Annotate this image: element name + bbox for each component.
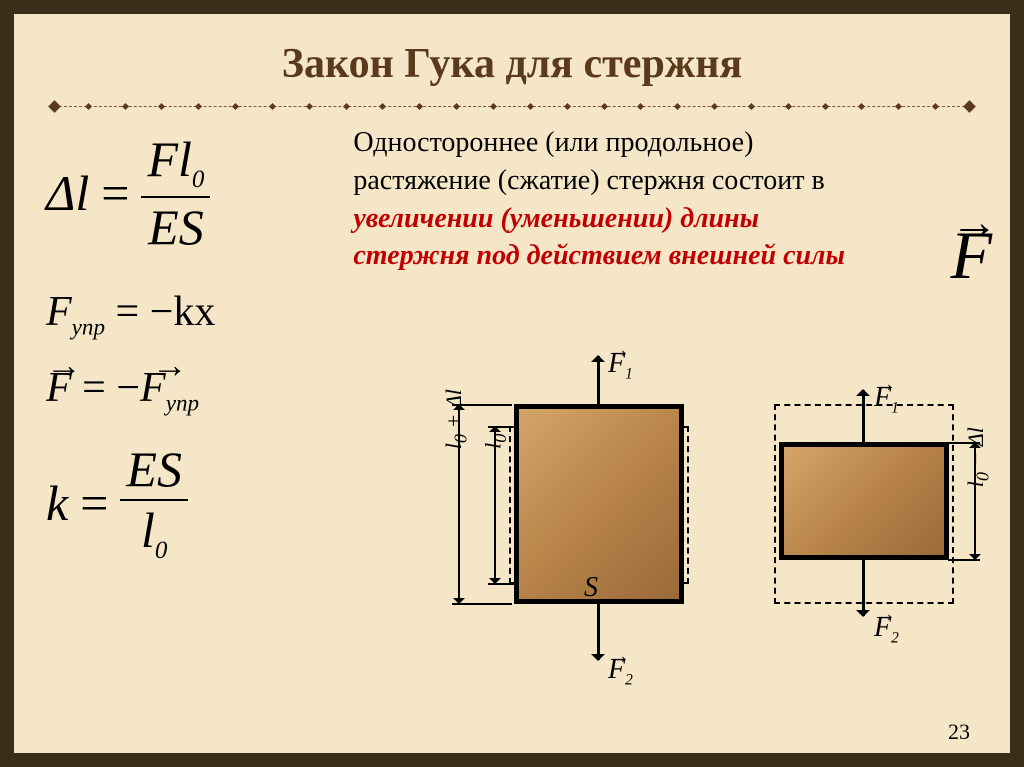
f1b-sub: 1 — [891, 400, 899, 417]
desc-l4: стержня под действием внешней силы — [353, 240, 845, 271]
dim-l0-plus-dl: l0 + Δl — [458, 404, 460, 604]
f1-num: Fl — [147, 131, 191, 187]
page-number: 23 — [948, 719, 970, 745]
f2-rhs: = −kx — [105, 289, 215, 335]
f3-lhs: F — [46, 365, 72, 411]
f4-den-sub: 0 — [155, 537, 168, 564]
dim-l0-minus-dl: l0 − Δl — [974, 442, 976, 560]
diagram: F1 F2 S l0 + Δl l0 F1 F2 l0 − Δ — [384, 344, 974, 704]
f1-sym: F — [608, 348, 625, 379]
f2-sub: 2 — [625, 672, 633, 689]
label-S: S — [584, 572, 598, 604]
formula-force-balance: F = −Fупр — [46, 365, 341, 416]
force-vector-F: F — [950, 216, 992, 295]
formulas-column: Δl = Fl0 ES Fупр = −kx F = −Fупр k = ES … — [38, 124, 341, 713]
label-f1-box1: F1 — [608, 348, 633, 384]
f3-mid: = − — [72, 365, 140, 411]
desc-l3: увеличении (уменьшении) длины — [353, 203, 759, 234]
formula-delta-l: Δl = Fl0 ES — [46, 132, 341, 255]
f1b-sym: F — [874, 382, 891, 413]
arrow-f2-box2 — [862, 560, 865, 616]
description-text: Одностороннее (или продольное) растяжени… — [353, 124, 986, 275]
dim-l0-box1: l0 — [494, 426, 496, 584]
box2-compressed — [779, 442, 949, 560]
f1-den: ES — [142, 198, 210, 255]
f2b-sub: 2 — [891, 630, 899, 647]
f2-F: F — [46, 289, 72, 335]
slide-title: Закон Гука для стержня — [14, 14, 1010, 106]
label-f1-box2: F1 — [874, 382, 899, 418]
formula-hooke: Fупр = −kx — [46, 289, 341, 340]
label-f2-box1: F2 — [608, 654, 633, 690]
desc-l1: Одностороннее (или продольное) — [353, 127, 753, 158]
f4-eq: = — [80, 476, 108, 531]
f2-sym: F — [608, 654, 625, 685]
f2b-sym: F — [874, 612, 891, 643]
f1-num-sub: 0 — [192, 166, 205, 193]
arrow-f1-box2 — [862, 390, 865, 442]
l0-sub: 0 — [490, 434, 510, 443]
f3-rhs: F — [140, 365, 166, 411]
desc-l2: растяжение (сжатие) стержня состоит в — [353, 165, 824, 196]
f2-sub: упр — [72, 313, 105, 339]
arrow-f1-box1 — [597, 356, 600, 404]
f4-num: ES — [120, 442, 188, 501]
box1-stretched — [514, 404, 684, 604]
f3-sub: упр — [166, 390, 199, 416]
l0-sym: l — [480, 443, 505, 449]
slide: Закон Гука для стержня Δl = Fl0 ES Fупр … — [0, 0, 1024, 767]
f1-sub: 1 — [625, 366, 633, 383]
divider-dots — [54, 104, 970, 108]
label-f2-box2: F2 — [874, 612, 899, 648]
divider — [54, 106, 970, 108]
f4-den: l — [141, 502, 155, 558]
f4-lhs: k — [46, 476, 68, 531]
arrow-f2-box1 — [597, 604, 600, 660]
formula-stiffness: k = ES l0 — [46, 442, 341, 565]
